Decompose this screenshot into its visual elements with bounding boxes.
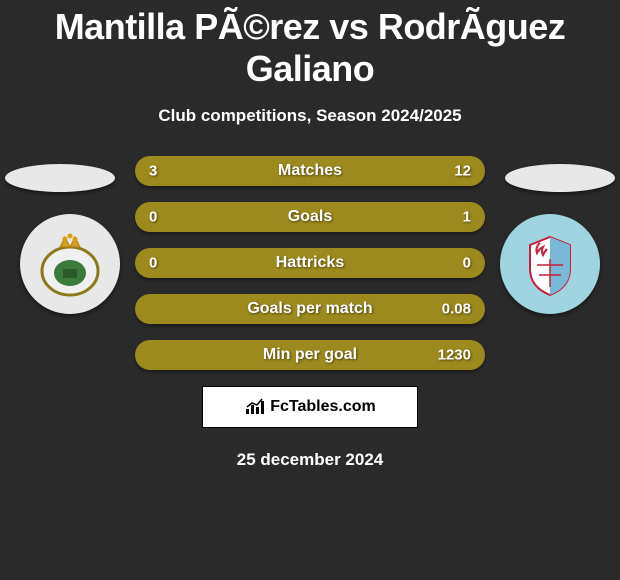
right-club-badge bbox=[500, 214, 600, 314]
stat-left-value: 0 bbox=[149, 209, 157, 226]
page-title: Mantilla PÃ©rez vs RodrÃ­guez Galiano bbox=[0, 0, 620, 90]
fctables-label: FcTables.com bbox=[270, 398, 376, 416]
stat-label: Hattricks bbox=[276, 254, 344, 272]
left-club-badge bbox=[20, 214, 120, 314]
right-player-ellipse bbox=[505, 164, 615, 192]
stat-right-value: 0.08 bbox=[442, 301, 471, 318]
date-label: 25 december 2024 bbox=[0, 450, 620, 470]
stat-left-value: 0 bbox=[149, 255, 157, 272]
chart-icon bbox=[244, 398, 266, 416]
celta-vigo-crest-icon bbox=[515, 229, 585, 299]
stat-label: Min per goal bbox=[263, 346, 357, 364]
stat-right-value: 0 bbox=[463, 255, 471, 272]
stat-row: Min per goal 1230 bbox=[135, 340, 485, 370]
stat-right-value: 1 bbox=[463, 209, 471, 226]
stat-label: Goals per match bbox=[247, 300, 372, 318]
stat-label: Matches bbox=[278, 162, 342, 180]
subtitle: Club competitions, Season 2024/2025 bbox=[0, 106, 620, 126]
racing-santander-crest-icon bbox=[35, 229, 105, 299]
left-player-ellipse bbox=[5, 164, 115, 192]
comparison-content: 3 Matches 12 0 Goals 1 0 Hattricks 0 Goa… bbox=[0, 156, 620, 470]
stats-container: 3 Matches 12 0 Goals 1 0 Hattricks 0 Goa… bbox=[135, 156, 485, 370]
stat-row: 3 Matches 12 bbox=[135, 156, 485, 186]
stat-row: Goals per match 0.08 bbox=[135, 294, 485, 324]
stat-label: Goals bbox=[288, 208, 332, 226]
stat-row: 0 Hattricks 0 bbox=[135, 248, 485, 278]
stat-right-value: 1230 bbox=[438, 347, 471, 364]
stat-row: 0 Goals 1 bbox=[135, 202, 485, 232]
stat-right-value: 12 bbox=[454, 163, 471, 180]
stat-left-value: 3 bbox=[149, 163, 157, 180]
fctables-branding: FcTables.com bbox=[202, 386, 418, 428]
